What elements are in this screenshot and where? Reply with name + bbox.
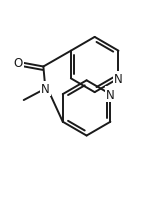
Text: N: N <box>106 88 115 101</box>
Text: N: N <box>41 82 50 95</box>
Text: O: O <box>13 57 22 70</box>
Text: N: N <box>114 73 123 85</box>
